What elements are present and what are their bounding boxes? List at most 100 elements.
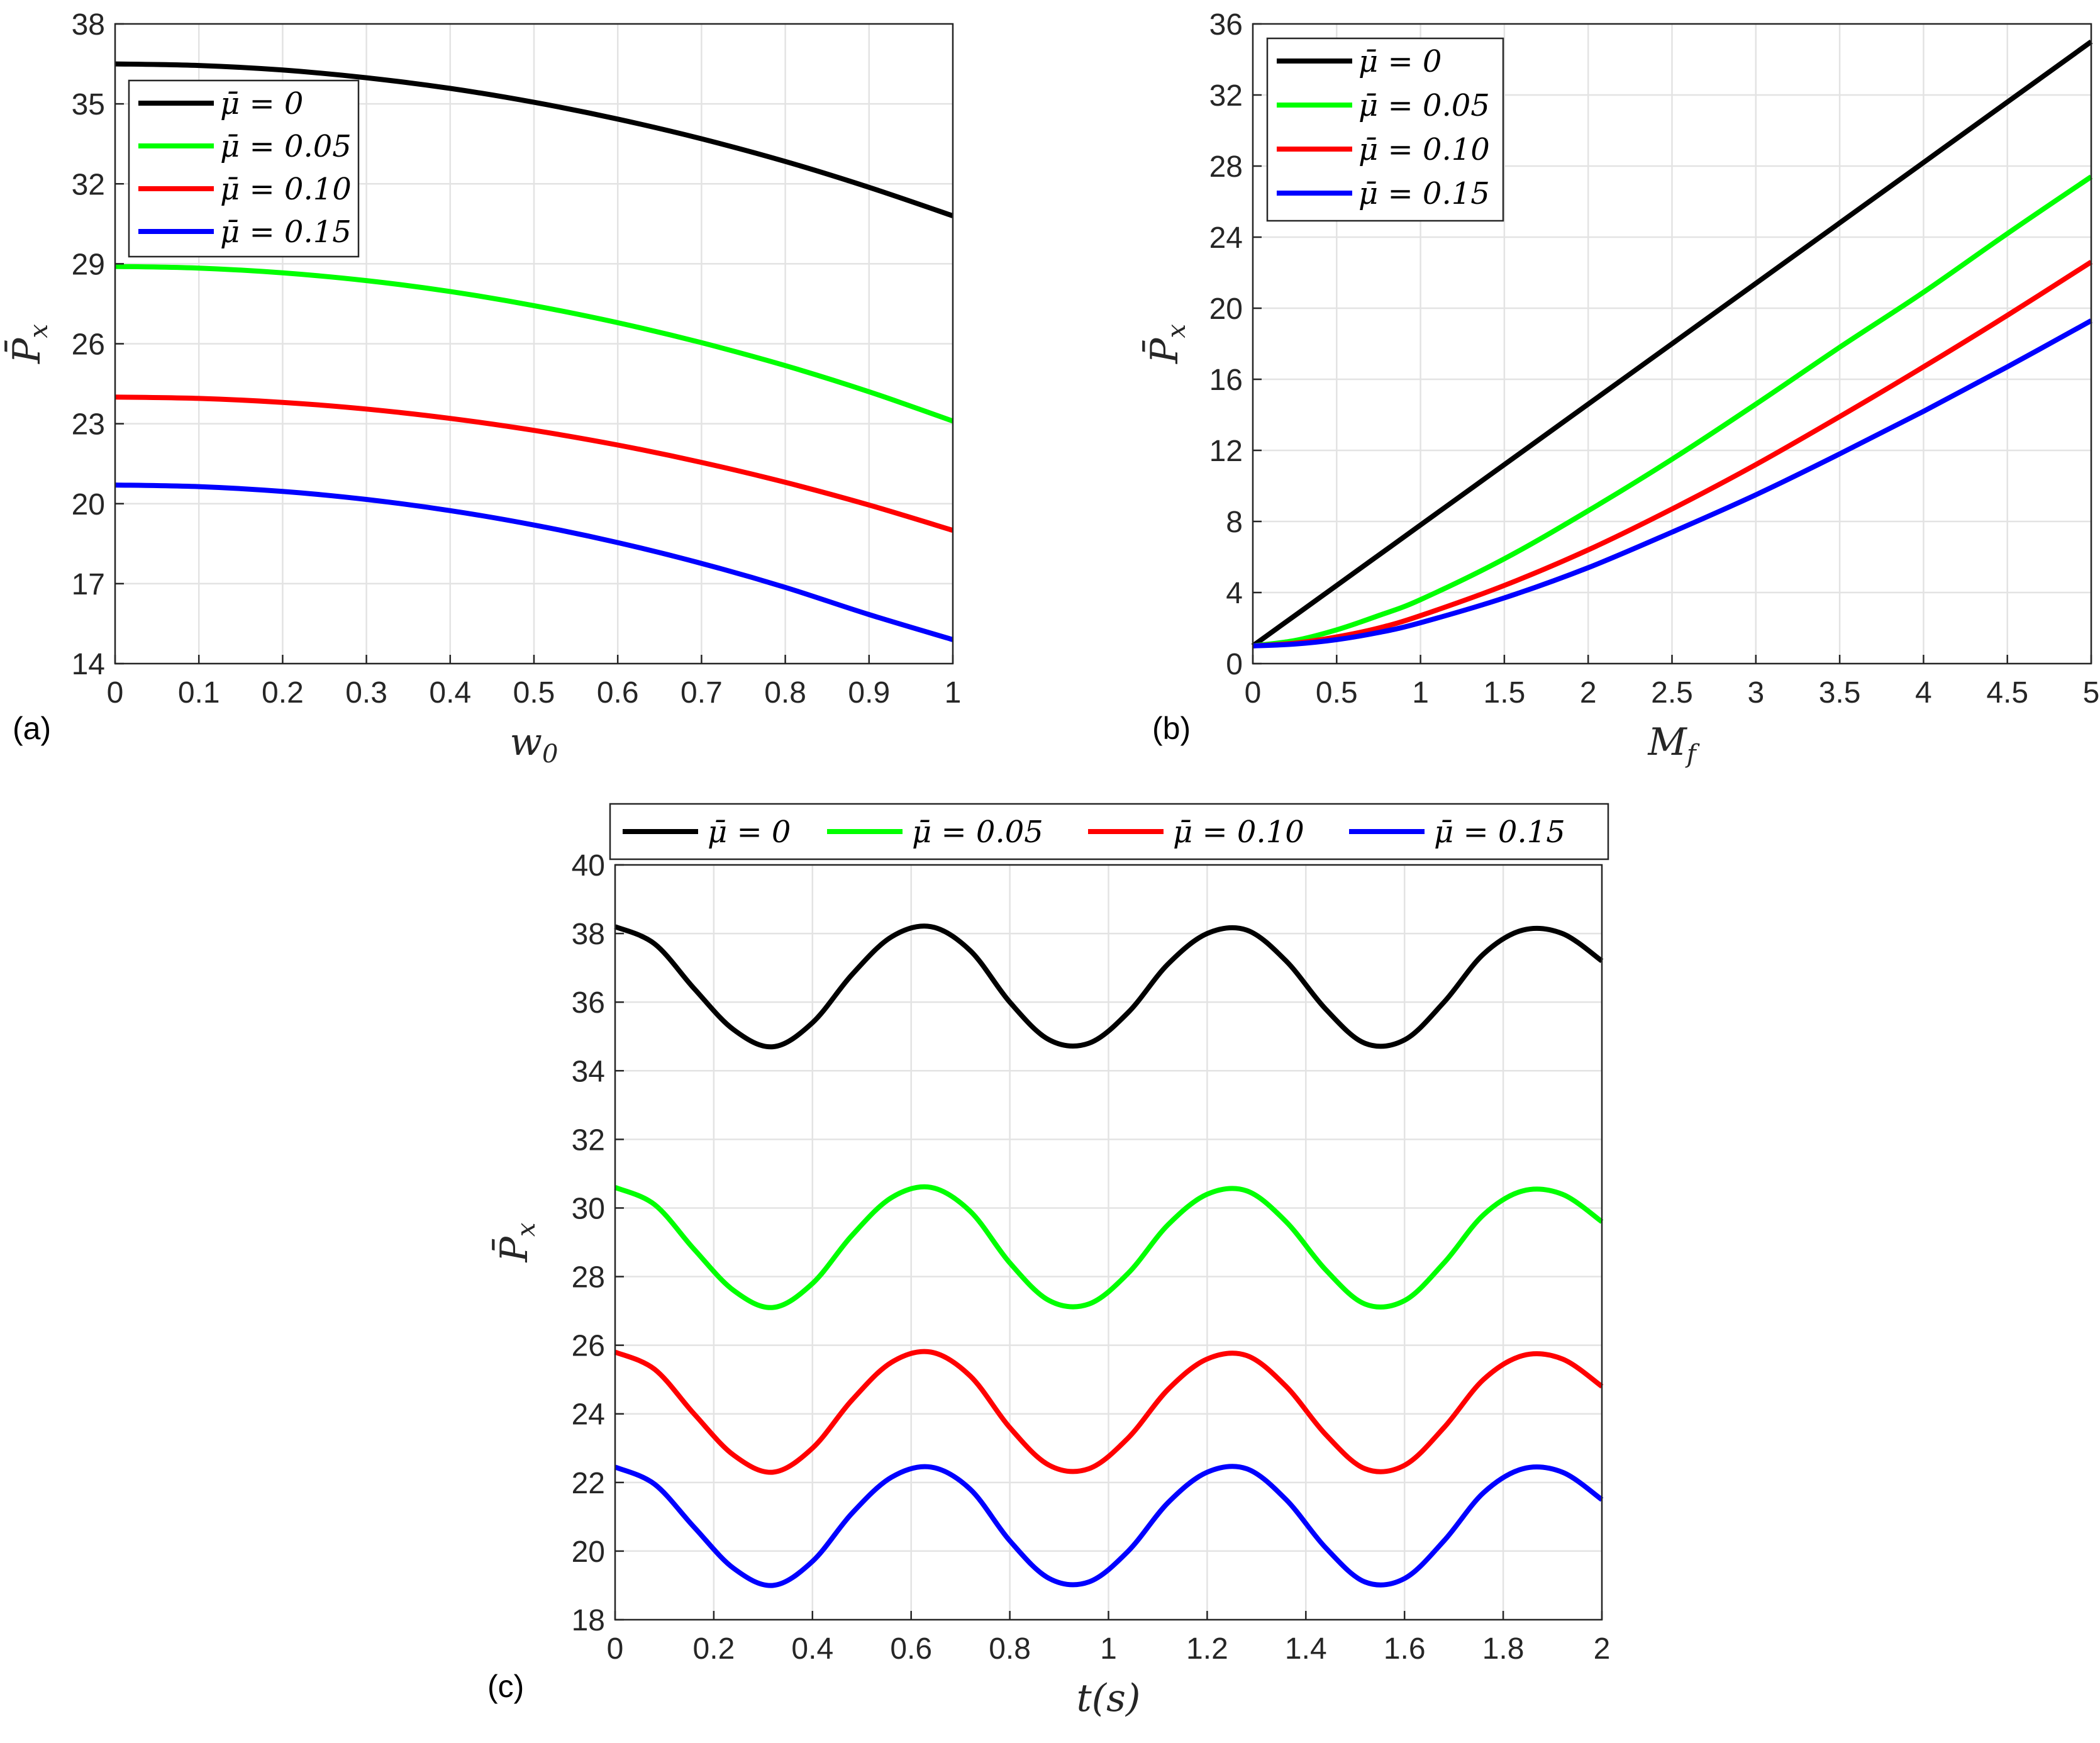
y-tick-label: 32 (572, 1123, 605, 1157)
x-tick-label: 1.6 (1384, 1632, 1426, 1666)
y-tick-label: 12 (1209, 435, 1243, 468)
legend-label: μ̄ = 0 (220, 86, 303, 121)
x-tick-label: 3 (1747, 676, 1764, 710)
x-tick-label: 0.2 (693, 1632, 735, 1666)
y-tick-label: 34 (572, 1055, 605, 1088)
series-line-b-3 (1252, 318, 2092, 649)
y-tick-label: 36 (572, 986, 605, 1020)
series-group-a (114, 61, 954, 642)
x-tick-label: 0.8 (989, 1632, 1031, 1666)
legend-label: μ̄ = 0.15 (1358, 176, 1490, 211)
x-tick-label: 2 (1594, 1632, 1611, 1666)
series-line-c-1 (614, 1184, 1604, 1310)
legend-label: μ̄ = 0.05 (912, 815, 1043, 850)
legend-label: μ̄ = 0.10 (1173, 815, 1304, 850)
panel-label-b: (b) (1152, 711, 1191, 746)
series-line-a-0 (114, 61, 954, 218)
series-line-b-0 (1251, 40, 2093, 649)
y-tick-label: 38 (72, 8, 105, 42)
panel-c: 0 0.2 0.4 0.6 0.8 1 1.2 1.4 1.6 1.8 2 18 20 22 24 26 28 3… (487, 803, 1611, 1720)
series-group-b (1251, 40, 2093, 649)
legend-label: μ̄ = 0 (708, 815, 791, 850)
y-tick-label: 32 (72, 168, 105, 201)
x-tick-label: 1.4 (1285, 1632, 1327, 1666)
ticks-b: 0 0.5 1 1.5 2 2.5 3 3.5 4 4.5 5 0 4 8 12 16 20 24 28 32 36 (1209, 8, 2100, 710)
panel-label-a: (a) (13, 711, 51, 746)
y-tick-label: 23 (72, 408, 105, 442)
x-tick-label: 0.1 (178, 676, 220, 710)
legend-b: μ̄ = 0 μ̄ = 0.05 μ̄ = 0.10 μ̄ = 0.15 (1266, 37, 1504, 222)
legend-label: μ̄ = 0.05 (220, 129, 352, 164)
series-line-a-1 (114, 264, 954, 424)
x-tick-label: 0.9 (848, 676, 890, 710)
x-tick-label: 5 (2083, 676, 2100, 710)
panel-label-c: (c) (487, 1669, 524, 1704)
x-tick-label: 0.6 (890, 1632, 932, 1666)
series-group-c (614, 923, 1604, 1588)
legend-a: μ̄ = 0 μ̄ = 0.05 μ̄ = 0.10 μ̄ = 0.15 (128, 79, 360, 258)
x-tick-label: 0.3 (345, 676, 387, 710)
y-tick-label: 38 (572, 918, 605, 951)
x-tick-label: 0.2 (262, 676, 304, 710)
series-line-c-0 (614, 923, 1604, 1050)
x-tick-label: 0.6 (597, 676, 639, 710)
ticks-c: 0 0.2 0.4 0.6 0.8 1 1.2 1.4 1.6 1.8 2 18 20 22 24 26 28 3… (572, 849, 1611, 1666)
legend-c: μ̄ = 0 μ̄ = 0.05 μ̄ = 0.10 μ̄ = 0.15 (609, 803, 1609, 860)
x-tick-label: 1 (945, 676, 962, 710)
x-tick-label: 0.4 (429, 676, 471, 710)
legend-label: μ̄ = 0.10 (220, 172, 352, 207)
y-tick-label: 29 (72, 248, 105, 281)
legend-box (128, 79, 360, 258)
legend-label: μ̄ = 0.15 (1434, 815, 1565, 850)
legend-label: μ̄ = 0.05 (1358, 88, 1490, 123)
x-tick-label: 0 (1245, 676, 1262, 710)
series-line-b-2 (1252, 260, 2093, 649)
y-tick-label: 14 (72, 648, 105, 681)
x-tick-label: 0.8 (764, 676, 806, 710)
y-tick-label: 24 (572, 1398, 605, 1432)
y-tick-label: 28 (1209, 150, 1243, 184)
y-tick-label: 35 (72, 88, 105, 121)
series-line-c-2 (614, 1349, 1604, 1475)
y-axis-label-b: P̄x (1142, 324, 1191, 364)
y-tick-label: 24 (1209, 221, 1243, 255)
legend-label: μ̄ = 0.10 (1358, 132, 1490, 167)
y-axis-label-c: P̄x (492, 1223, 541, 1263)
y-tick-label: 4 (1226, 577, 1243, 610)
x-tick-label: 0 (607, 1632, 624, 1666)
y-axis-label-a: P̄x (4, 324, 53, 364)
legend-label: μ̄ = 0 (1358, 44, 1442, 79)
x-tick-label: 1 (1412, 676, 1429, 710)
y-tick-label: 36 (1209, 8, 1243, 42)
x-tick-label: 2 (1580, 676, 1597, 710)
y-tick-label: 17 (72, 568, 105, 601)
x-tick-label: 4 (1915, 676, 1932, 710)
legend-box (1266, 37, 1504, 222)
y-tick-label: 28 (572, 1261, 605, 1295)
x-tick-label: 0.4 (791, 1632, 833, 1666)
x-tick-label: 4.5 (1986, 676, 2028, 710)
y-tick-label: 32 (1209, 79, 1243, 113)
y-tick-label: 0 (1226, 648, 1243, 681)
y-tick-label: 26 (72, 328, 105, 362)
ticks-a: 0 0.1 0.2 0.3 0.4 0.5 0.6 0.7 0.8 0.9 1 14 17 20 23 26 2… (72, 8, 962, 710)
x-axis-label-a: w0 (510, 720, 558, 769)
x-axis-label-c: t(s) (1077, 1676, 1141, 1720)
panel-b: 0 0.5 1 1.5 2 2.5 3 3.5 4 4.5 5 0 4 8 12 16 20 24 28 32 36 Mf… (1142, 8, 2099, 769)
y-tick-label: 18 (572, 1604, 605, 1637)
y-tick-label: 22 (572, 1467, 605, 1500)
x-tick-label: 0.5 (513, 676, 555, 710)
y-tick-label: 26 (572, 1330, 605, 1363)
y-tick-label: 40 (572, 849, 605, 883)
legend-label: μ̄ = 0.15 (220, 214, 352, 250)
x-tick-label: 0 (107, 676, 124, 710)
series-line-c-3 (614, 1464, 1604, 1588)
panel-a: 0 0.1 0.2 0.3 0.4 0.5 0.6 0.7 0.8 0.9 1 14 17 20 23 26 2… (4, 8, 961, 769)
series-line-a-2 (114, 394, 954, 533)
x-tick-label: 0.5 (1316, 676, 1358, 710)
x-tick-label: 0.7 (681, 676, 723, 710)
series-line-a-3 (114, 482, 954, 642)
x-tick-label: 1.5 (1484, 676, 1526, 710)
x-tick-label: 2.5 (1651, 676, 1693, 710)
